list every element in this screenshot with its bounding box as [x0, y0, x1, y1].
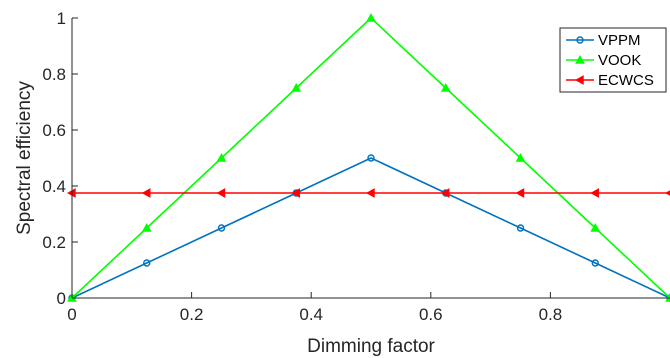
data-point-vppm [367, 154, 375, 162]
x-tick-label: 0.4 [299, 305, 323, 324]
legend-marker-ecwcs [574, 75, 584, 85]
x-tick-label: 0 [67, 305, 76, 324]
data-point-ecwcs [515, 188, 525, 198]
data-point-ecwcs [590, 188, 599, 198]
data-point-ecwcs [440, 188, 450, 198]
data-point-vook [515, 152, 526, 162]
legend-marker-vook [575, 54, 585, 64]
legend: VPPM VOOK ECWCS [559, 27, 667, 93]
series-line-vppm [71, 157, 670, 299]
data-point-vook [590, 222, 601, 232]
data-point-vook [291, 82, 302, 92]
data-point-ecwcs [141, 188, 151, 198]
data-point-vook [141, 222, 152, 232]
plot-area [66, 12, 670, 302]
legend-label-vook: VOOK [598, 52, 641, 69]
y-tick-label: 0.8 [42, 65, 66, 84]
data-point-ecwcs [664, 190, 670, 196]
y-tick-label: 0 [57, 289, 66, 308]
y-tick-label: 0.2 [42, 233, 66, 252]
axes: 0 0.2 0.4 0.6 0.8 0 0.2 0.4 0.6 0.8 1 [42, 9, 670, 324]
data-point-vook [216, 152, 227, 162]
data-point-vook [366, 12, 376, 22]
y-tick-label: 1 [57, 9, 66, 28]
x-tick-label: 0.6 [419, 305, 443, 324]
data-point-vook [440, 82, 451, 92]
x-tick-label: 0.2 [180, 305, 204, 324]
legend-label-ecwcs: ECWCS [598, 72, 654, 89]
data-point-ecwcs [365, 188, 375, 198]
data-point-vppm [217, 224, 226, 232]
legend-marker-vppm [576, 36, 584, 44]
data-point-ecwcs [216, 188, 226, 198]
y-tick-label: 0.6 [42, 121, 66, 140]
data-point-vppm [516, 224, 525, 232]
y-axis-label: Spectral efficiency [14, 81, 35, 235]
y-tick-label: 0.4 [42, 177, 66, 196]
x-axis-label: Dimming factor [307, 336, 435, 357]
data-point-ecwcs [291, 188, 300, 198]
x-tick-label: 0.8 [539, 305, 563, 324]
legend-label-vppm: VPPM [598, 32, 641, 49]
data-point-vppm [143, 259, 151, 267]
data-point-vppm [591, 259, 599, 267]
